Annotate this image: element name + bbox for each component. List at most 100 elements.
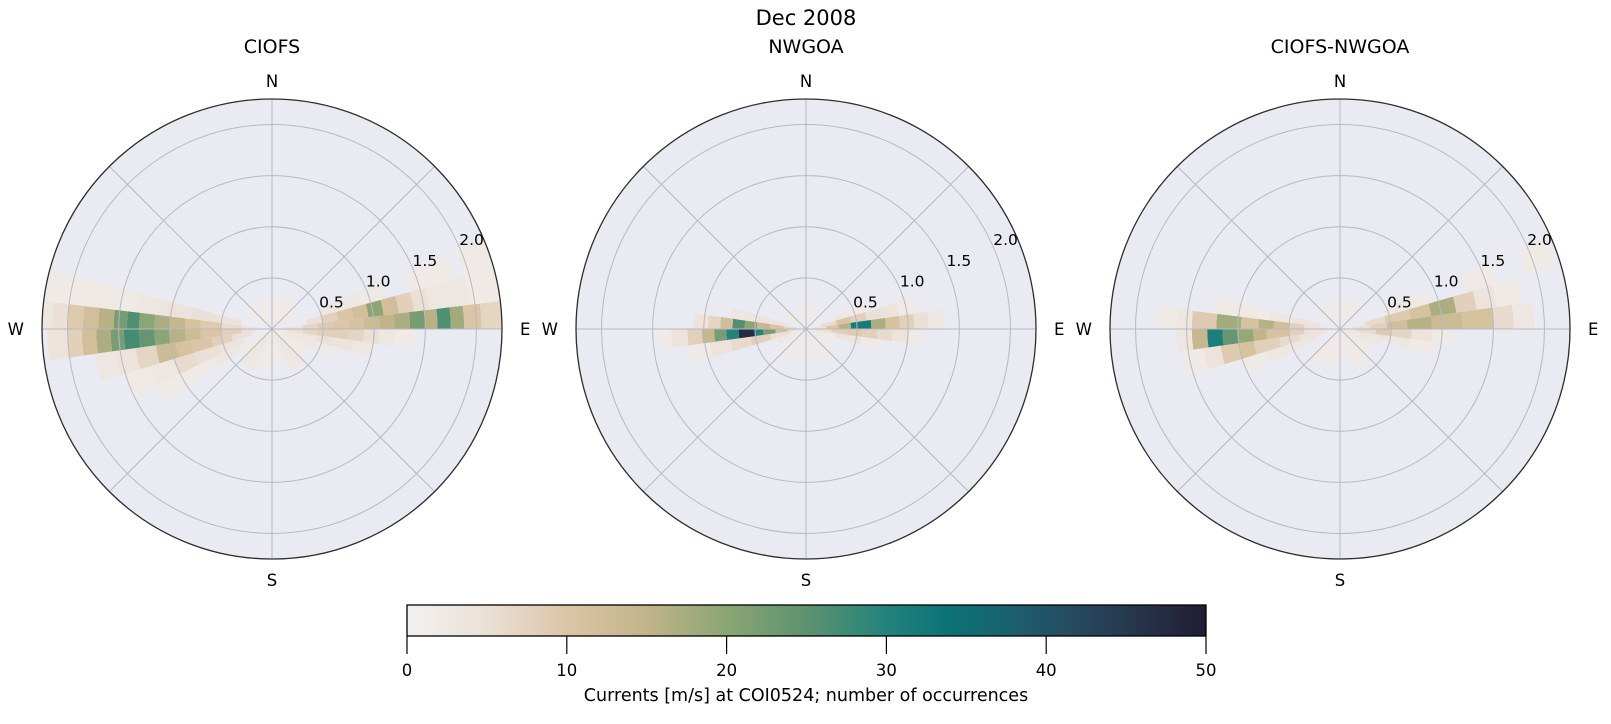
direction-label-south: S <box>801 571 811 590</box>
polar-grid-spoke <box>643 166 807 330</box>
rose-wedge-segment <box>282 325 303 329</box>
rose-wedge-segment <box>927 309 944 329</box>
rose-wedge-segment <box>1408 338 1437 356</box>
rose-center-wedge <box>776 329 804 345</box>
rose-wedge-segment <box>190 307 218 323</box>
rose-wedge-segment <box>1355 329 1376 334</box>
rose-wedge-segment <box>1384 309 1411 323</box>
rose-wedge-segment <box>1222 329 1239 346</box>
rose-wedge-segment <box>1176 329 1194 352</box>
colorbar-tick-label: 20 <box>716 661 737 680</box>
rose-wedge-segment <box>787 329 800 332</box>
rose-wedge-segment <box>1266 343 1295 363</box>
rose-wedge-segment <box>657 329 673 350</box>
rose-wedge-segment <box>1191 310 1218 329</box>
rose-wedge-segment <box>135 293 169 316</box>
rose-wedge-segment <box>701 329 715 344</box>
rose-center-wedge <box>795 303 806 327</box>
colorbar: 0 10 20 30 40 50 <box>402 604 1217 680</box>
rose-wedge-segment <box>462 303 482 329</box>
rose-wedge-segment <box>726 329 740 341</box>
rose-wedge-segment <box>337 293 361 311</box>
rose-wedge-segment <box>1410 329 1432 342</box>
rose-wedge-segment <box>393 312 410 329</box>
rose-wedge-segment <box>831 329 847 335</box>
rose-wedge-segment <box>1258 319 1275 329</box>
direction-label-east: E <box>520 320 530 339</box>
rose-wedge-segment <box>1294 317 1321 327</box>
rose-wedge-segment <box>1213 295 1247 318</box>
radial-tick-label: 1.0 <box>1434 273 1459 291</box>
rose-center-wedge <box>272 331 285 365</box>
direction-label-north: N <box>1334 72 1346 91</box>
rose-wedge-segment <box>154 329 171 346</box>
rose-wedge-segment <box>216 314 243 326</box>
rose-wedge-segment <box>770 324 784 329</box>
rose-wedge-segment <box>155 342 180 364</box>
rose-wedge-segment <box>41 300 54 329</box>
rose-wedge-segment <box>861 329 878 339</box>
radial-tick-label: 2.0 <box>1527 231 1552 249</box>
rose-wedge-segment <box>1238 341 1257 359</box>
rose-wedge-segment <box>1364 316 1386 326</box>
rose-wedge-segment <box>422 255 455 287</box>
rose-wedge-segment <box>484 269 501 303</box>
direction-label-north: N <box>800 72 812 91</box>
rose-wedge-segment <box>1176 309 1193 329</box>
rose-wedge-segment <box>231 331 253 341</box>
rose-wedge-segment <box>302 323 319 329</box>
polar-plot-ciofs: 0.5 1.0 1.5 2.0 N S E W <box>8 72 531 590</box>
rose-center-wedge <box>239 331 271 371</box>
direction-label-west: W <box>8 320 24 339</box>
rose-center-wedge <box>806 303 819 327</box>
rose-wedge-segment <box>380 295 399 316</box>
rose-wedge-segment <box>720 317 734 329</box>
rose-center-wedge <box>256 298 272 327</box>
rose-wedge-segment <box>378 329 395 347</box>
rose-wedge-segment <box>67 329 84 358</box>
radial-tick-label: 1.5 <box>947 252 972 270</box>
rose-wedge-segment <box>185 318 201 329</box>
rose-wedge-segment <box>1405 289 1434 310</box>
rose-wedge-segment <box>1461 262 1498 293</box>
rose-wedge-segment <box>52 302 70 329</box>
direction-label-east: E <box>1588 320 1598 339</box>
rose-center-wedge <box>272 298 280 327</box>
polar-grid-spoke <box>1339 166 1503 330</box>
radial-tick-label: 0.5 <box>853 294 878 312</box>
rose-wedge-segment <box>1268 310 1296 324</box>
rose-wedge-segment <box>363 315 380 329</box>
rose-wedge-segment <box>348 317 364 329</box>
rose-center-wedge <box>1324 331 1340 365</box>
rose-wedge-segment <box>123 329 141 350</box>
rose-wedge-segment <box>98 307 115 329</box>
rose-wedge-segment <box>860 336 882 351</box>
rose-wedge-segment <box>907 329 924 346</box>
rose-wedge-segment <box>707 315 721 329</box>
rose-wedge-segment <box>829 310 851 322</box>
rose-wedge-segment <box>287 329 303 334</box>
rose-center-wedge <box>806 331 822 360</box>
radial-tick-label: 1.0 <box>366 273 391 291</box>
rose-wedge-segment <box>689 342 714 364</box>
rose-center-wedge <box>807 313 824 328</box>
radial-tick-label: 0.5 <box>319 294 344 312</box>
rose-wedge-segment <box>1216 313 1242 329</box>
rose-center-wedge <box>1308 330 1339 365</box>
rose-center-wedge <box>273 295 295 327</box>
rose-wedge-segment <box>744 320 758 329</box>
rose-center-wedge <box>274 307 299 328</box>
colorbar-axis-label: Currents [m/s] at COI0524; number of occ… <box>583 686 1029 706</box>
rose-center-wedge <box>1342 329 1381 347</box>
radial-tick-label: 0.5 <box>1387 294 1412 312</box>
rose-wedge-segment <box>754 329 764 337</box>
rose-wedge-segment <box>1352 324 1371 329</box>
direction-label-west: W <box>542 320 558 339</box>
rose-wedge-segment <box>193 345 222 365</box>
rose-wedge-segment <box>408 310 426 329</box>
colorbar-gradient-bar <box>406 604 1207 637</box>
rose-wedge-segment <box>425 282 450 310</box>
plot-title-ciofs-nwgoa: CIOFS-NWGOA <box>1270 36 1410 58</box>
rose-wedge-segment <box>67 304 85 329</box>
